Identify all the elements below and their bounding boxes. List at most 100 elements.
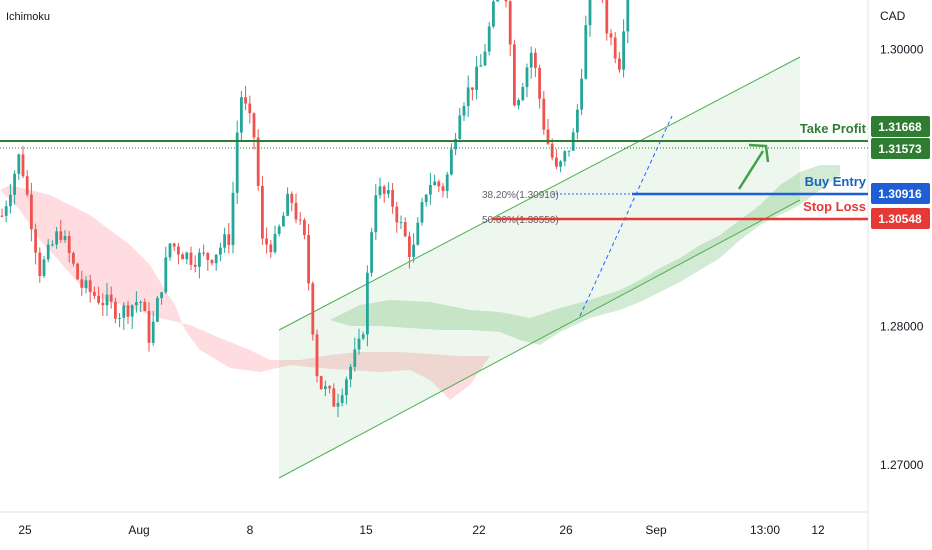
candle-bearish (80, 270, 84, 296)
candle-bullish (450, 143, 453, 176)
candle-bearish (126, 300, 130, 324)
candle-bullish (588, 0, 592, 37)
candle-bullish (462, 102, 466, 122)
candle-bullish (466, 75, 470, 117)
candle-bearish (538, 64, 541, 109)
candle-bearish (109, 286, 113, 309)
candle-bearish (97, 286, 100, 305)
candle-bearish (30, 182, 33, 242)
candle-bullish (185, 251, 189, 265)
time-tick-label: Aug (128, 523, 149, 537)
candle-bearish (206, 252, 210, 271)
candle-bullish (622, 19, 625, 78)
candle-bearish (513, 40, 516, 107)
candle-bullish (626, 0, 630, 44)
candle-bullish (580, 68, 583, 115)
cloud-bull-area (330, 165, 840, 345)
candle-bullish (349, 363, 352, 388)
candle-bullish (13, 170, 16, 205)
candle-bullish (130, 304, 134, 330)
channel-fill (279, 57, 800, 478)
price-axis[interactable]: 1.270001.280001.290001.300001.310001.320… (880, 0, 924, 473)
candle-bearish (311, 281, 315, 341)
candle-bullish (231, 181, 235, 254)
candle-bullish (454, 132, 457, 156)
candle-bullish (576, 104, 579, 140)
candle-bullish (324, 380, 327, 396)
candle-bearish (261, 176, 264, 245)
candle-bullish (219, 242, 222, 262)
candle-bearish (189, 246, 193, 270)
buy-entry-badge (871, 183, 930, 204)
candle-bullish (420, 197, 424, 226)
current-price-value: 1.31573 (878, 142, 922, 156)
cloud-bear-area (0, 185, 490, 400)
time-tick-label: 26 (559, 523, 573, 537)
candle-bearish (25, 170, 29, 197)
candle-bullish (458, 107, 462, 141)
candle-bullish (496, 0, 499, 2)
candle-bullish (168, 242, 172, 261)
time-tick-label: Sep (645, 523, 667, 537)
buy-entry-label: Buy Entry (805, 174, 867, 189)
candle-bearish (0, 208, 4, 218)
currency-label: CAD (880, 9, 906, 23)
candle-bullish (357, 328, 361, 355)
candle-bullish (378, 177, 382, 199)
take-profit-label: Take Profit (800, 121, 867, 136)
time-tick-label: 22 (472, 523, 486, 537)
take-profit-value: 1.31668 (878, 120, 922, 134)
candle-bearish (298, 212, 302, 225)
candle-bearish (172, 242, 176, 251)
candle-bearish (290, 191, 294, 212)
candle-bearish (265, 227, 268, 254)
candle-bullish (63, 230, 67, 243)
candle-bearish (181, 252, 184, 260)
candle-bullish (160, 291, 163, 305)
candle-bullish (475, 55, 478, 100)
trade-levels: Take Profit Buy Entry Stop Loss (0, 121, 868, 221)
candle-bullish (374, 183, 378, 240)
price-tick-label: 1.27000 (880, 458, 924, 472)
candle-bearish (294, 193, 298, 224)
indicator-label: Ichimoku (6, 11, 50, 23)
candle-bearish (67, 230, 71, 263)
candle-bearish (93, 286, 96, 300)
candle-bearish (88, 274, 92, 303)
candle-bearish (395, 201, 399, 233)
candle-bearish (210, 259, 214, 266)
candle-bullish (42, 255, 46, 279)
candle-bullish (412, 233, 415, 263)
stop-loss-label: Stop Loss (803, 199, 866, 214)
candle-bullish (487, 21, 491, 56)
candle-bullish (416, 217, 420, 246)
candle-bearish (403, 217, 407, 238)
candle-bullish (122, 302, 126, 330)
time-tick-label: 8 (247, 523, 254, 537)
time-tick-label: 13:00 (750, 523, 780, 537)
candle-bearish (143, 298, 147, 312)
candle-bearish (193, 255, 197, 273)
candle-bearish (504, 0, 508, 8)
candle-bullish (105, 283, 109, 316)
candle-bearish (605, 0, 609, 41)
candle-bearish (609, 29, 613, 46)
candle-bearish (177, 242, 180, 265)
candle-bearish (147, 302, 151, 352)
time-axis[interactable]: 25 Aug 8 15 22 26 Sep 13:00 12 (18, 523, 825, 537)
price-tick-label: 1.28000 (880, 320, 924, 334)
candle-bearish (252, 112, 256, 150)
candle-bullish (118, 312, 121, 328)
candle-bullish (55, 226, 58, 249)
candle-bullish (521, 82, 525, 102)
candle-bullish (84, 276, 88, 294)
candle-bearish (21, 146, 25, 179)
candle-bearish (256, 129, 260, 191)
candle-bullish (235, 120, 239, 204)
candle-bearish (508, 0, 512, 57)
candle-bullish (135, 291, 138, 313)
candle-bearish (269, 239, 273, 258)
candle-bearish (248, 95, 252, 124)
candle-bullish (17, 153, 21, 181)
